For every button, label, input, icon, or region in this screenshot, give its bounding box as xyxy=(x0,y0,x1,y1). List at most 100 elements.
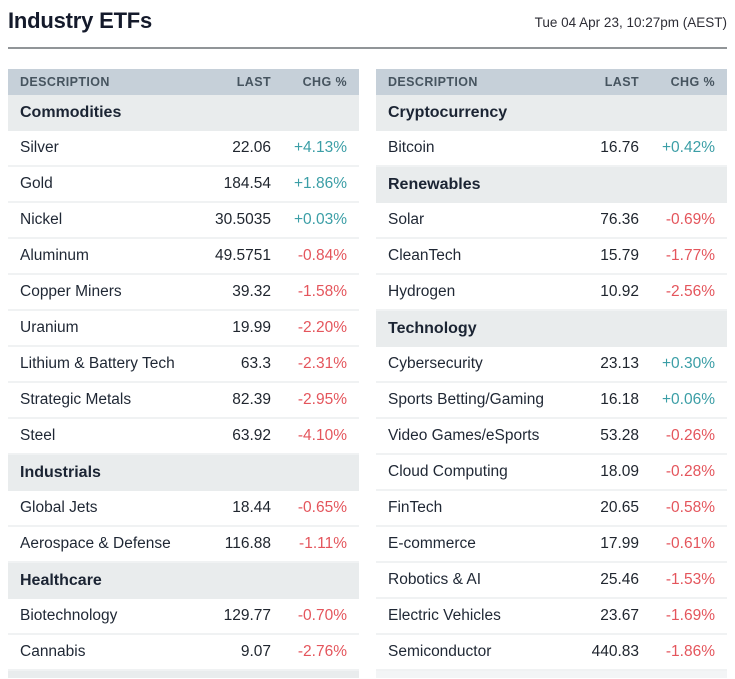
etf-change-percent: -0.28% xyxy=(665,463,715,480)
etf-last-price: 23.67 xyxy=(600,607,639,624)
table-row-semiconductor[interactable]: Semiconductor 440.83 -1.86% xyxy=(376,635,727,671)
table-row-video-games-esports[interactable]: Video Games/eSports 53.28 -0.26% xyxy=(376,419,727,455)
etf-change-percent: +0.30% xyxy=(661,355,715,372)
etf-change-percent: +0.06% xyxy=(661,391,715,408)
table-row-sports-betting-gaming[interactable]: Sports Betting/Gaming 16.18 +0.06% xyxy=(376,383,727,419)
etf-description: Sports Betting/Gaming xyxy=(388,391,544,408)
table-row-fintech[interactable]: FinTech 20.65 -0.58% xyxy=(376,491,727,527)
etf-description: Uranium xyxy=(20,319,79,336)
table-row-nickel[interactable]: Nickel 30.5035 +0.03% xyxy=(8,203,359,239)
table-row-robotics-ai[interactable]: Robotics & AI 25.46 -1.53% xyxy=(376,563,727,599)
table-body: Commodities Silver 22.06 +4.13% Gold 184.54 +1… xyxy=(8,95,359,671)
etf-description: Cybersecurity xyxy=(388,355,483,372)
etf-last-price: 25.46 xyxy=(600,571,639,588)
etf-change-percent: -1.11% xyxy=(299,535,347,552)
etf-change-percent: -0.65% xyxy=(297,499,347,516)
etf-last-price: 16.18 xyxy=(600,391,639,408)
etf-change-percent: -0.61% xyxy=(665,535,715,552)
etf-description: Lithium & Battery Tech xyxy=(20,355,175,372)
etf-change-percent: -2.76% xyxy=(297,643,347,660)
etf-change-percent: -4.10% xyxy=(297,427,347,444)
etf-last-price: 23.13 xyxy=(600,355,639,372)
etf-last-price: 20.65 xyxy=(600,499,639,516)
etf-table-left: DESCRIPTION LAST CHG % Commodities Silver… xyxy=(8,69,359,678)
column-header-last: LAST xyxy=(236,75,271,89)
etf-description: Electric Vehicles xyxy=(388,607,501,624)
etf-last-price: 440.83 xyxy=(591,643,639,660)
etf-last-price: 18.44 xyxy=(232,499,271,516)
table-row-electric-vehicles[interactable]: Electric Vehicles 23.67 -1.69% xyxy=(376,599,727,635)
etf-change-percent: -1.77% xyxy=(665,247,715,264)
etf-description: Steel xyxy=(20,427,56,444)
column-header-last: LAST xyxy=(604,75,639,89)
timestamp: Tue 04 Apr 23, 10:27pm (AEST) xyxy=(534,15,727,30)
etf-change-percent: -2.56% xyxy=(665,283,715,300)
etf-description: Bitcoin xyxy=(388,139,435,156)
etf-change-percent: -0.26% xyxy=(665,427,715,444)
etf-last-price: 22.06 xyxy=(232,139,271,156)
etf-change-percent: -0.70% xyxy=(297,607,347,624)
section-header-industrials: Industrials xyxy=(8,455,359,491)
table-bottom-strip xyxy=(8,671,359,678)
etf-description: Copper Miners xyxy=(20,283,122,300)
etf-description: E-commerce xyxy=(388,535,476,552)
etf-last-price: 184.54 xyxy=(223,175,271,192)
etf-description: Cloud Computing xyxy=(388,463,508,480)
etf-change-percent: +1.86% xyxy=(293,175,347,192)
etf-change-percent: -2.20% xyxy=(297,319,347,336)
etf-last-price: 30.5035 xyxy=(214,211,271,228)
etf-description: Silver xyxy=(20,139,59,156)
etf-change-percent: -1.58% xyxy=(297,283,347,300)
etf-last-price: 18.09 xyxy=(600,463,639,480)
table-row-biotechnology[interactable]: Biotechnology 129.77 -0.70% xyxy=(8,599,359,635)
etf-description: CleanTech xyxy=(388,247,462,264)
table-row-uranium[interactable]: Uranium 19.99 -2.20% xyxy=(8,311,359,347)
etf-last-price: 116.88 xyxy=(224,535,271,552)
table-row-aluminum[interactable]: Aluminum 49.5751 -0.84% xyxy=(8,239,359,275)
etf-last-price: 19.99 xyxy=(232,319,271,336)
etf-change-percent: -1.86% xyxy=(665,643,715,660)
etf-last-price: 39.32 xyxy=(232,283,271,300)
widget-header: Industry ETFs Tue 04 Apr 23, 10:27pm (AE… xyxy=(8,0,727,38)
etf-change-percent: -0.69% xyxy=(665,211,715,228)
table-bottom-strip xyxy=(376,671,727,678)
table-row-cleantech[interactable]: CleanTech 15.79 -1.77% xyxy=(376,239,727,275)
etf-description: Nickel xyxy=(20,211,63,228)
etf-change-percent: -2.31% xyxy=(297,355,347,372)
table-row-aerospace-defense[interactable]: Aerospace & Defense 116.88 -1.11% xyxy=(8,527,359,563)
etf-change-percent: +0.03% xyxy=(293,211,347,228)
table-row-e-commerce[interactable]: E-commerce 17.99 -0.61% xyxy=(376,527,727,563)
table-row-cloud-computing[interactable]: Cloud Computing 18.09 -0.28% xyxy=(376,455,727,491)
table-row-lithium-battery-tech[interactable]: Lithium & Battery Tech 63.3 -2.31% xyxy=(8,347,359,383)
etf-description: Solar xyxy=(388,211,425,228)
section-header-technology: Technology xyxy=(376,311,727,347)
column-header-chg: CHG % xyxy=(302,75,347,89)
table-row-hydrogen[interactable]: Hydrogen 10.92 -2.56% xyxy=(376,275,727,311)
page-title: Industry ETFs xyxy=(8,8,153,33)
etf-change-percent: -1.69% xyxy=(665,607,715,624)
table-row-bitcoin[interactable]: Bitcoin 16.76 +0.42% xyxy=(376,131,727,167)
section-header-renewables: Renewables xyxy=(376,167,727,203)
etf-last-price: 53.28 xyxy=(600,427,639,444)
etf-description: Global Jets xyxy=(20,499,98,516)
etf-description: Strategic Metals xyxy=(20,391,132,408)
etf-change-percent: +0.42% xyxy=(661,139,715,156)
table-row-steel[interactable]: Steel 63.92 -4.10% xyxy=(8,419,359,455)
etf-last-price: 10.92 xyxy=(600,283,639,300)
table-row-gold[interactable]: Gold 184.54 +1.86% xyxy=(8,167,359,203)
header-divider xyxy=(8,47,727,49)
etf-change-percent: +4.13% xyxy=(293,139,347,156)
table-row-copper-miners[interactable]: Copper Miners 39.32 -1.58% xyxy=(8,275,359,311)
table-row-cybersecurity[interactable]: Cybersecurity 23.13 +0.30% xyxy=(376,347,727,383)
section-header-healthcare: Healthcare xyxy=(8,563,359,599)
table-row-silver[interactable]: Silver 22.06 +4.13% xyxy=(8,131,359,167)
etf-last-price: 49.5751 xyxy=(214,247,271,264)
table-row-strategic-metals[interactable]: Strategic Metals 82.39 -2.95% xyxy=(8,383,359,419)
etf-last-price: 16.76 xyxy=(600,139,639,156)
table-row-solar[interactable]: Solar 76.36 -0.69% xyxy=(376,203,727,239)
table-row-global-jets[interactable]: Global Jets 18.44 -0.65% xyxy=(8,491,359,527)
etf-change-percent: -2.95% xyxy=(297,391,347,408)
table-row-cannabis[interactable]: Cannabis 9.07 -2.76% xyxy=(8,635,359,671)
etf-description: Biotechnology xyxy=(20,607,118,624)
